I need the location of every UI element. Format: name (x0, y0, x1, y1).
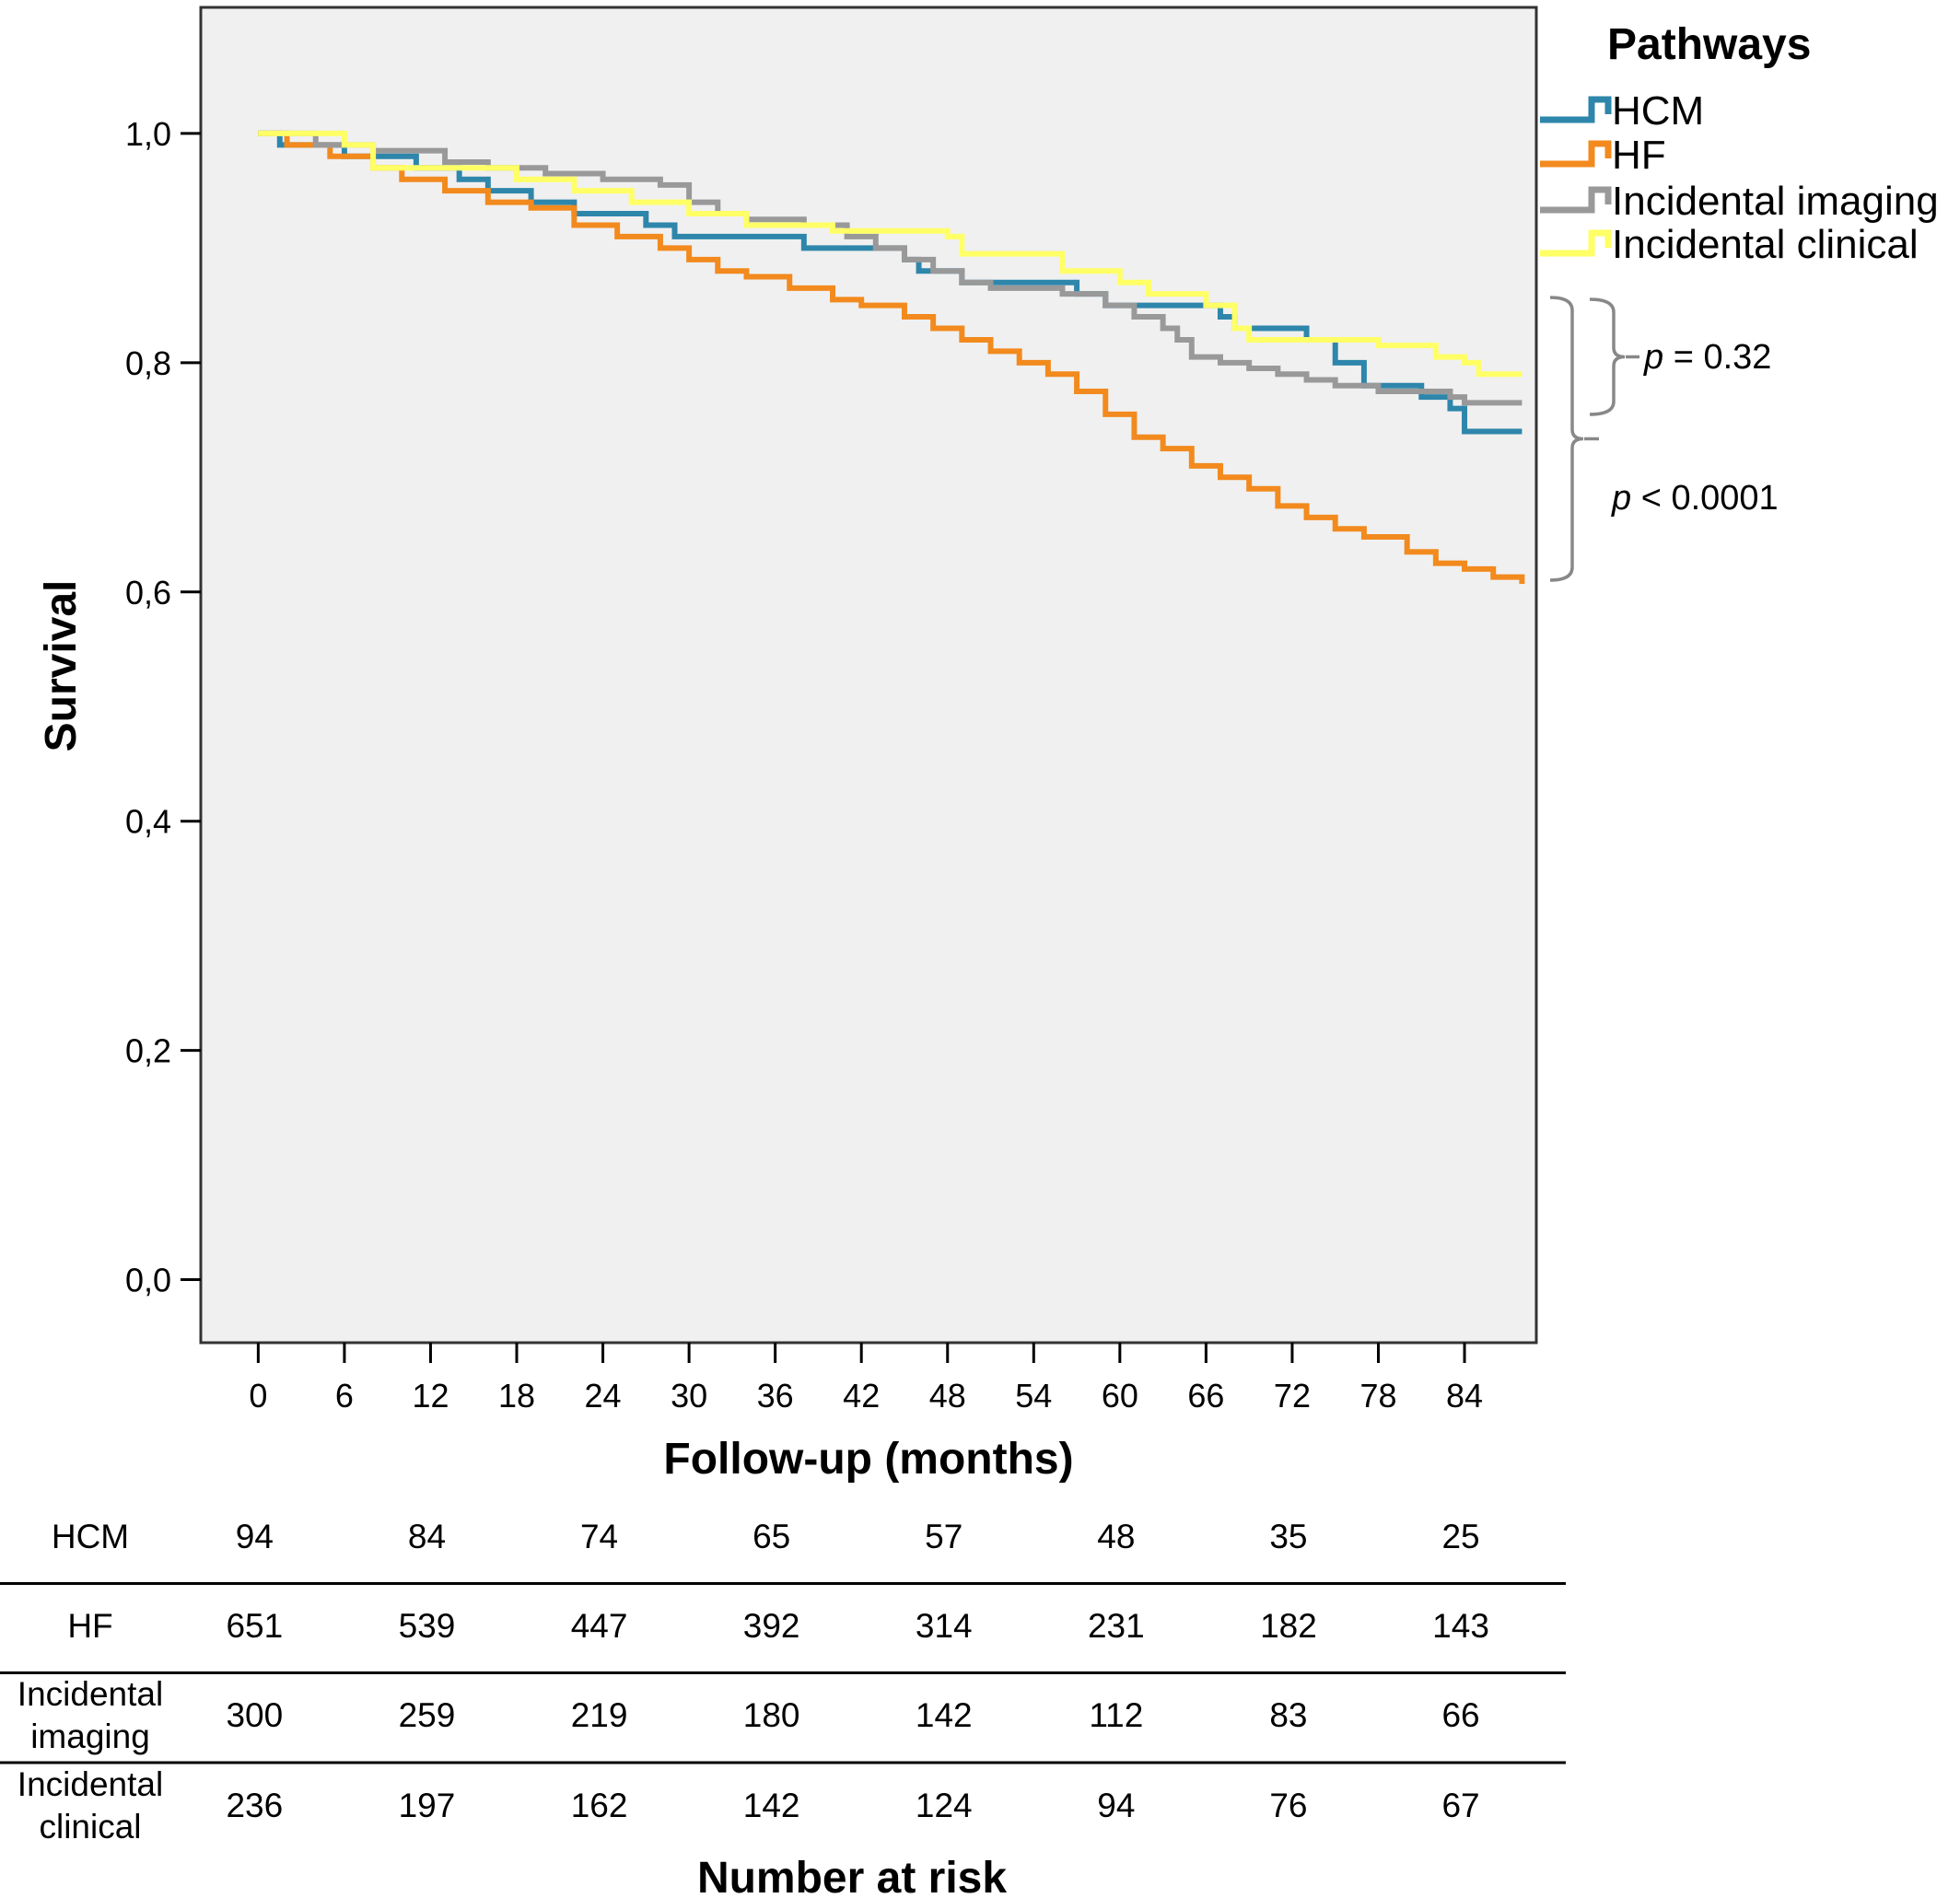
legend-title: Pathways (1607, 20, 1811, 69)
x-tick-label: 6 (335, 1377, 354, 1415)
x-tick-label: 0 (249, 1377, 267, 1415)
risk-count: 259 (399, 1696, 456, 1734)
risk-count: 57 (925, 1518, 962, 1555)
risk-count: 94 (236, 1518, 274, 1555)
x-tick-label: 24 (585, 1377, 622, 1415)
curve-incidental-clinical (258, 130, 1522, 378)
x-tick-label: 78 (1359, 1377, 1396, 1415)
x-tick-label: 84 (1446, 1377, 1483, 1415)
risk-count: 651 (226, 1607, 283, 1645)
x-axis-title: Follow-up (months) (663, 1435, 1073, 1484)
risk-count: 84 (408, 1518, 446, 1555)
y-tick-label: 0,4 (125, 803, 171, 841)
risk-row-label: Incidental imaging (18, 1675, 163, 1755)
p-value-bracket (1549, 296, 1584, 582)
p-value-bracket (1589, 297, 1626, 416)
legend-label: Incidental imaging (1612, 179, 1939, 224)
x-tick-label: 12 (412, 1377, 449, 1415)
risk-count: 83 (1269, 1696, 1307, 1734)
risk-count: 162 (571, 1787, 628, 1824)
curve-incidental-imaging (258, 130, 1522, 406)
risk-count: 236 (226, 1787, 283, 1824)
risk-count: 143 (1432, 1607, 1489, 1645)
x-tick-label: 66 (1187, 1377, 1224, 1415)
plot-frame (199, 6, 1538, 1345)
legend-swatch (1540, 229, 1612, 257)
legend-swatch (1540, 140, 1612, 168)
risk-count: 180 (743, 1696, 800, 1734)
risk-count: 66 (1441, 1696, 1479, 1734)
risk-count: 25 (1441, 1518, 1479, 1555)
risk-count: 112 (1089, 1696, 1143, 1734)
y-tick-label: 0,8 (125, 344, 171, 382)
risk-count: 48 (1097, 1518, 1135, 1555)
risk-row-label: HF (67, 1607, 112, 1645)
risk-count: 392 (743, 1607, 800, 1645)
risk-count: 142 (743, 1787, 800, 1824)
x-tick-label: 54 (1015, 1377, 1052, 1415)
risk-row-label: Incidental clinical (18, 1765, 163, 1846)
risk-count: 231 (1088, 1607, 1145, 1645)
risk-count: 124 (916, 1787, 973, 1824)
p-value-label: p < 0.0001 (1611, 479, 1779, 518)
y-tick-label: 1,0 (125, 115, 171, 153)
number-at-risk-table: HCM 94 84 74 65 57 48 35 25 HF 651 539 447 392 314 231 1… (0, 1518, 1566, 1898)
y-axis-title: Survival (37, 580, 86, 752)
y-tick-label: 0,0 (125, 1262, 171, 1299)
risk-count: 74 (580, 1518, 618, 1555)
risk-count: 539 (399, 1607, 456, 1645)
legend-label: Incidental clinical (1612, 222, 1919, 267)
risk-count: 94 (1097, 1787, 1135, 1824)
legend-swatch (1540, 186, 1612, 214)
p-value-label: p = 0.32 (1643, 338, 1771, 377)
risk-count: 67 (1441, 1787, 1479, 1824)
risk-count: 76 (1269, 1787, 1307, 1824)
legend-label: HF (1612, 133, 1666, 178)
x-tick-label: 60 (1102, 1377, 1138, 1415)
x-tick-label: 30 (671, 1377, 707, 1415)
risk-count: 65 (752, 1518, 790, 1555)
x-tick-label: 72 (1274, 1377, 1311, 1415)
risk-table-title: Number at risk (697, 1854, 1007, 1898)
survival-curves (258, 130, 1525, 585)
x-tick-label: 18 (498, 1377, 535, 1415)
y-axis: 0,0 0,2 0,4 0,6 0,8 1,0 (125, 115, 201, 1299)
risk-count: 300 (226, 1696, 283, 1734)
risk-count: 219 (571, 1696, 628, 1734)
risk-count: 197 (399, 1787, 456, 1824)
curve-hf (258, 130, 1525, 585)
y-tick-label: 0,6 (125, 574, 171, 611)
plot-area-background (201, 7, 1536, 1343)
risk-count: 447 (571, 1607, 628, 1645)
p-value-brackets: p = 0.32 p < 0.0001 (1549, 296, 1779, 582)
risk-count: 314 (916, 1607, 973, 1645)
legend-label: HCM (1612, 88, 1704, 134)
legend-swatch (1540, 96, 1612, 123)
x-axis: 0 6 12 18 24 30 36 42 48 54 60 66 72 78 84 (249, 1343, 1483, 1415)
x-tick-label: 36 (757, 1377, 794, 1415)
risk-count: 142 (916, 1696, 973, 1734)
risk-count: 182 (1260, 1607, 1317, 1645)
x-tick-label: 48 (929, 1377, 966, 1415)
risk-count: 35 (1269, 1518, 1307, 1555)
x-tick-label: 42 (843, 1377, 880, 1415)
risk-row-label: HCM (52, 1518, 129, 1555)
y-tick-label: 0,2 (125, 1032, 171, 1070)
